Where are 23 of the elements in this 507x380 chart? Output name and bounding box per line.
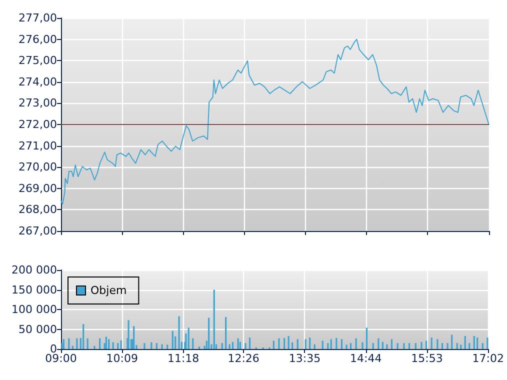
y-tick-label: 273,00: [18, 96, 57, 110]
x-tick-label: 10:09: [106, 352, 138, 365]
y-tick-label: 276,00: [18, 32, 57, 46]
y-tick-label: 268,00: [18, 203, 57, 216]
y-tick-label: 275,00: [18, 54, 57, 68]
y-tick-label: 200 000: [12, 264, 57, 276]
x-tick-label: 17:02: [472, 352, 504, 365]
x-tick-label: 15:53: [411, 352, 443, 365]
y-tick-label: 274,00: [18, 75, 57, 88]
y-tick-label: 271,00: [18, 139, 57, 152]
y-tick-label: 267,00: [18, 224, 57, 238]
y-tick-label: 277,00: [18, 12, 57, 24]
y-tick-label: 270,00: [18, 160, 57, 174]
y-tick-label: 150 000: [12, 283, 57, 296]
x-tick-label: 13:35: [288, 352, 321, 365]
x-tick-label: 14:44: [350, 352, 382, 365]
y-tick-label: 100 000: [12, 303, 57, 316]
y-tick-label: 269,00: [18, 182, 57, 195]
y-tick-label: 272,00: [18, 118, 57, 131]
x-tick-label: 11:18: [167, 352, 200, 365]
y-tick-label: 50 000: [18, 322, 57, 336]
legend-label: Objem: [90, 284, 127, 297]
x-tick-label: 12:26: [228, 352, 260, 365]
